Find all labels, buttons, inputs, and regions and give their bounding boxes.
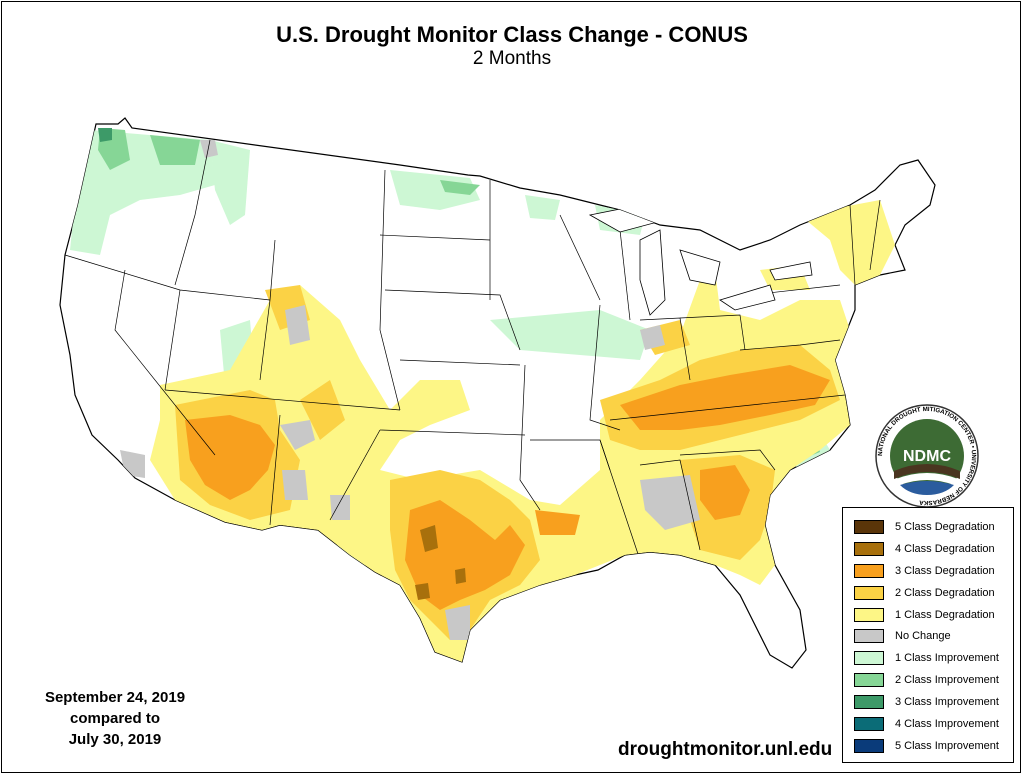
legend-item: 3 Class Degradation [854, 560, 1013, 582]
legend-swatch [854, 629, 884, 644]
legend-swatch [854, 607, 884, 622]
source-url: droughtmonitor.unl.edu [618, 739, 833, 760]
legend-item: No Change [854, 625, 1013, 647]
date-range: September 24, 2019 compared to July 30, … [20, 687, 210, 750]
legend-label: 4 Class Degradation [895, 542, 995, 555]
legend-item: 4 Class Improvement [854, 713, 1013, 735]
date-compared-to: compared to [69, 710, 160, 727]
legend-label: 5 Class Degradation [895, 520, 995, 533]
legend-label: 2 Class Degradation [895, 586, 995, 599]
date-previous: July 30, 2019 [68, 731, 162, 748]
legend-item: 2 Class Degradation [854, 582, 1013, 604]
legend-swatch [854, 541, 884, 556]
map-subtitle: 2 Months [472, 48, 552, 69]
legend-swatch [854, 695, 884, 710]
legend-label: 2 Class Improvement [895, 674, 999, 687]
legend-swatch [854, 651, 884, 666]
legend-swatch [854, 519, 884, 534]
legend-item: 2 Class Improvement [854, 669, 1013, 691]
legend-swatch [854, 738, 884, 753]
logo-text: NDMC [903, 448, 951, 465]
legend-swatch [854, 563, 884, 578]
legend: 5 Class Degradation 4 Class Degradation 3 … [842, 507, 1014, 763]
legend-swatch [854, 585, 884, 600]
legend-label: 3 Class Degradation [895, 564, 995, 577]
legend-label: 1 Class Degradation [895, 608, 995, 621]
legend-item: 5 Class Improvement [854, 735, 1013, 757]
date-current: September 24, 2019 [44, 689, 186, 706]
legend-item: 1 Class Improvement [854, 647, 1013, 669]
drought-change-regions [64, 128, 895, 662]
legend-label: 1 Class Improvement [895, 652, 999, 665]
legend-label: 5 Class Improvement [895, 739, 999, 752]
state-boundaries [64, 139, 881, 561]
degradation-4-regions [415, 525, 466, 600]
legend-label: No Change [895, 630, 951, 643]
legend-item: 1 Class Degradation [854, 604, 1013, 626]
ndmc-logo: NDMC NATIONAL DROUGHT MITIGATION CENTER … [875, 404, 979, 508]
map-title: U.S. Drought Monitor Class Change - CONU… [276, 22, 748, 47]
no-change-regions [120, 140, 700, 640]
legend-label: 3 Class Improvement [895, 696, 999, 709]
legend-label: 4 Class Improvement [895, 717, 999, 730]
legend-swatch [854, 716, 884, 731]
legend-item: 3 Class Improvement [854, 691, 1013, 713]
improvement-3-regions [98, 128, 112, 142]
legend-swatch [854, 673, 884, 688]
legend-item: 5 Class Degradation [854, 516, 1013, 538]
legend-item: 4 Class Degradation [854, 538, 1013, 560]
